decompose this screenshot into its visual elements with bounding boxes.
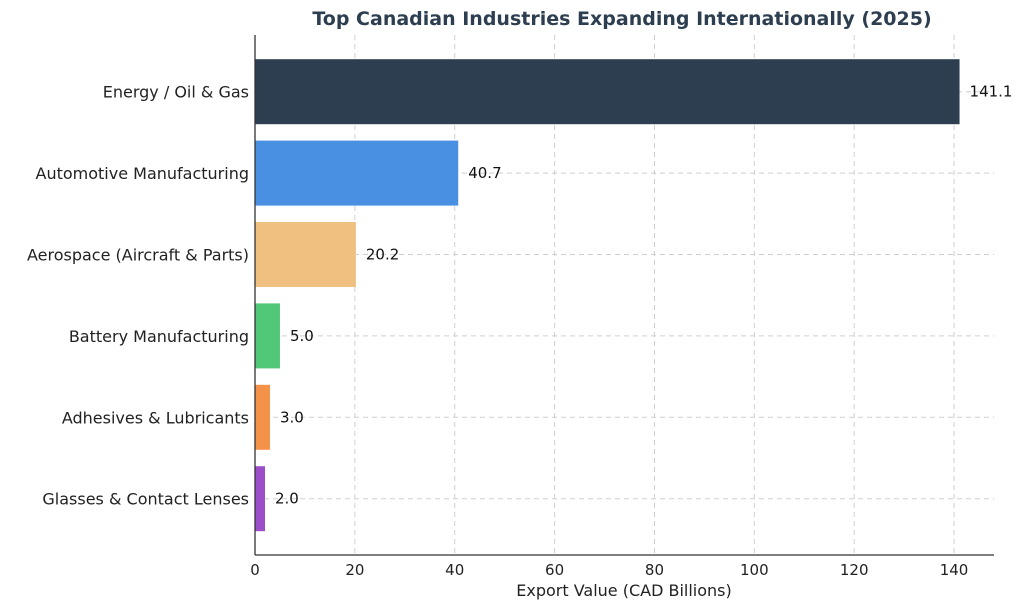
bar: [255, 59, 960, 125]
category-label: Adhesives & Lubricants: [62, 408, 249, 427]
bars: [255, 59, 960, 532]
bar: [255, 466, 265, 532]
bar: [255, 384, 270, 450]
x-tick-label: 20: [345, 561, 364, 579]
category-label: Automotive Manufacturing: [36, 164, 250, 183]
x-tick-label: 80: [645, 561, 664, 579]
x-tick-label: 120: [840, 561, 869, 579]
data-label: 141.1: [970, 83, 1013, 101]
bar: [255, 303, 280, 369]
data-label: 5.0: [290, 327, 314, 345]
x-tick-label: 100: [740, 561, 769, 579]
x-tick-label: 0: [250, 561, 260, 579]
data-label: 3.0: [280, 408, 304, 426]
value-labels: 141.1 40.7 20.2 5.0 3.0 2.0: [275, 83, 1013, 508]
x-tick-label: 40: [445, 561, 464, 579]
category-labels: Energy / Oil & Gas Automotive Manufacturi…: [27, 83, 249, 509]
category-label: Aerospace (Aircraft & Parts): [27, 246, 249, 265]
category-label: Energy / Oil & Gas: [103, 83, 249, 102]
data-label: 2.0: [275, 490, 299, 508]
bar: [255, 222, 356, 287]
data-label: 20.2: [366, 246, 399, 264]
category-label: Glasses & Contact Lenses: [42, 490, 249, 509]
x-tick-label: 140: [940, 561, 969, 579]
bar: [255, 140, 459, 206]
x-axis-label: Export Value (CAD Billions): [516, 581, 732, 600]
category-label: Battery Manufacturing: [69, 327, 249, 346]
x-tick-labels: 0 20 40 60 80 100 120 140: [250, 561, 968, 579]
data-label: 40.7: [468, 164, 501, 182]
x-tick-label: 60: [545, 561, 564, 579]
chart-title: Top Canadian Industries Expanding Intern…: [312, 8, 931, 30]
